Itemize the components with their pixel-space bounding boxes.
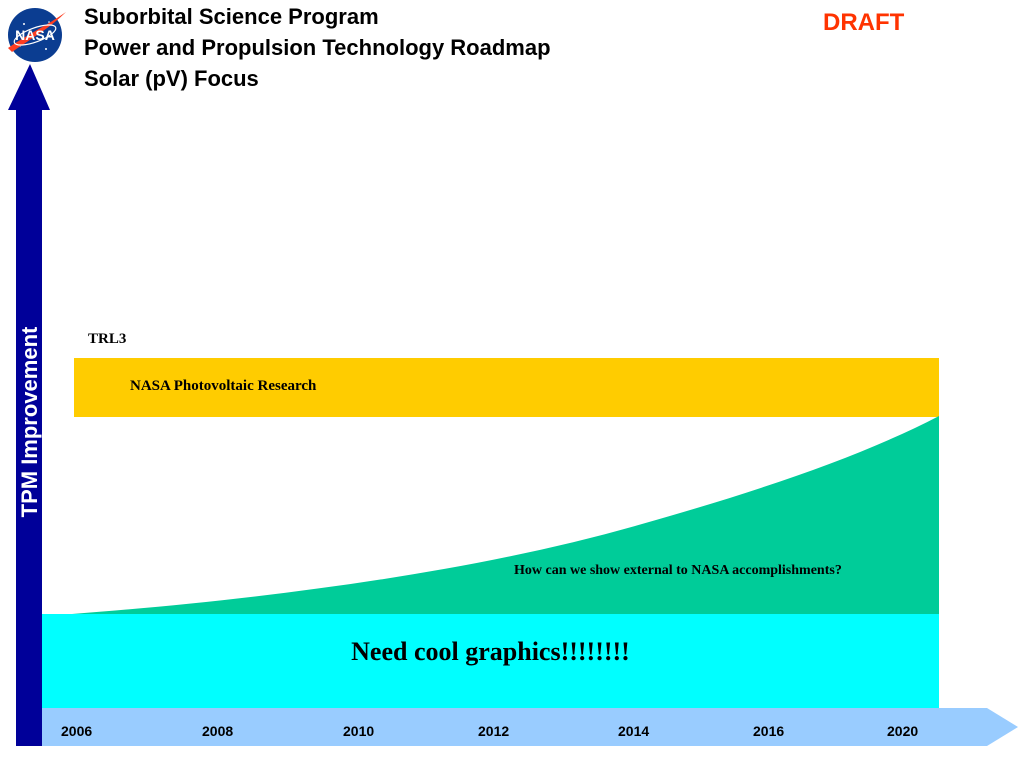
title-line-3: Solar (pV) Focus bbox=[84, 66, 259, 91]
year-label: 2020 bbox=[887, 723, 919, 739]
year-label: 2006 bbox=[61, 723, 93, 739]
year-label: 2016 bbox=[753, 723, 785, 739]
timeline-arrow bbox=[42, 708, 1018, 746]
year-label: 2012 bbox=[478, 723, 510, 739]
graphics-band bbox=[42, 614, 939, 708]
title-line-1: Suborbital Science Program bbox=[84, 4, 379, 29]
photovoltaic-research-band bbox=[74, 358, 939, 417]
trl-label: TRL3 bbox=[88, 331, 127, 347]
year-label: 2014 bbox=[618, 723, 650, 739]
tpm-improvement-arrow bbox=[8, 64, 50, 746]
graphics-band-label: Need cool graphics!!!!!!!! bbox=[351, 637, 630, 666]
draft-label: DRAFT bbox=[823, 9, 905, 36]
photovoltaic-research-label: NASA Photovoltaic Research bbox=[130, 378, 317, 394]
year-label: 2008 bbox=[202, 723, 234, 739]
nasa-logo: NASA bbox=[8, 8, 66, 62]
logo-text: NASA bbox=[15, 27, 55, 43]
year-label: 2010 bbox=[343, 723, 375, 739]
external-accomplishments-area bbox=[42, 416, 939, 615]
title-line-2: Power and Propulsion Technology Roadmap bbox=[84, 35, 551, 60]
tpm-improvement-label: TPM Improvement bbox=[17, 326, 42, 518]
external-accomplishments-label: How can we show external to NASA accompl… bbox=[514, 563, 842, 578]
